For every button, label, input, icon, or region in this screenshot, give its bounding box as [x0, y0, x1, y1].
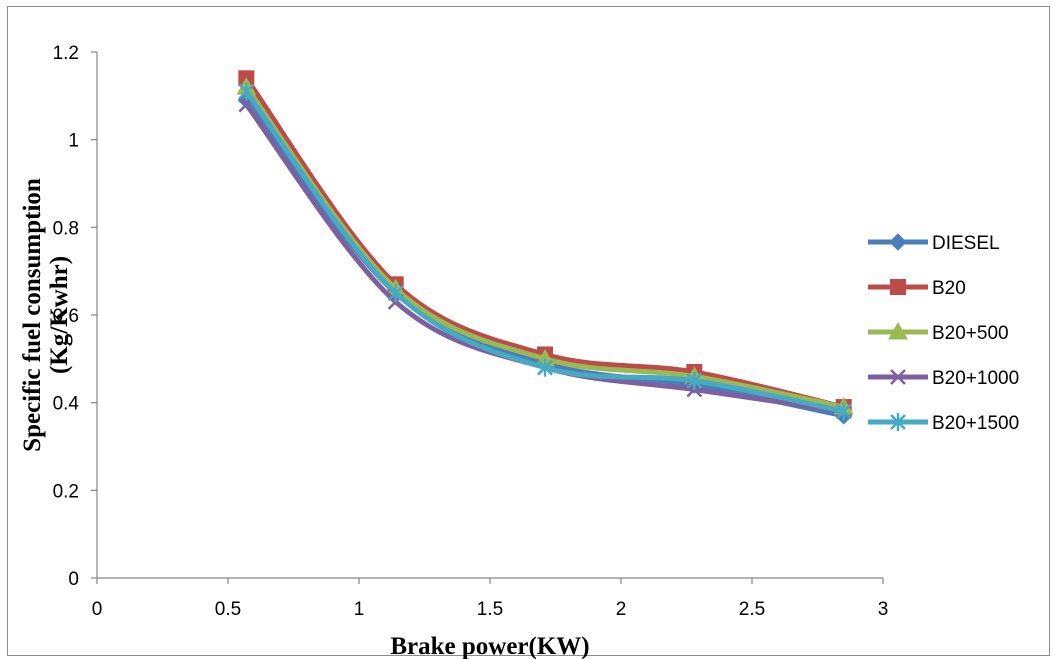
chart-frame — [7, 6, 1050, 656]
x-tick-label: 0 — [92, 599, 103, 620]
data-point — [537, 358, 553, 377]
legend-marker — [890, 413, 906, 431]
series-layer — [236, 70, 854, 425]
y-tick-label: 0.8 — [53, 218, 79, 239]
y-tick-label: 1 — [68, 131, 79, 152]
legend-item: DIESEL — [868, 233, 1000, 254]
legend-marker — [889, 233, 907, 251]
y-axis-title-line1: Specific fuel consumption — [19, 178, 46, 452]
y-tick-label: 0.6 — [53, 306, 79, 327]
y-axis-title-line2: (Kg/Kwhr) — [46, 256, 73, 374]
data-point — [387, 284, 404, 303]
legend-label: B20+500 — [932, 323, 1009, 344]
legend-item: B20+500 — [868, 321, 1009, 344]
data-point — [686, 371, 703, 390]
legend-item: B20 — [868, 278, 966, 299]
legend-label: DIESEL — [932, 233, 1000, 254]
data-point — [835, 402, 852, 421]
x-tick-label: 1 — [354, 599, 365, 620]
axes: 0 0.2 0.4 0.6 0.8 1 1.2 0 0.5 1 1.5 2 2.5 3 — [53, 43, 889, 620]
legend-marker — [890, 369, 906, 385]
legend-label: B20+1000 — [932, 368, 1019, 389]
x-tick-label: 0.5 — [215, 599, 241, 620]
legend-item: B20+1500 — [868, 413, 1019, 434]
series-line — [244, 89, 845, 414]
y-axis-title-group: Specific fuel consumption (Kg/Kwhr) — [19, 178, 73, 452]
legend-label: B20 — [932, 278, 966, 299]
x-tick-label: 2 — [616, 599, 627, 620]
y-tick-label: 0.4 — [53, 394, 80, 415]
legend-marker — [888, 321, 908, 340]
y-tick-label: 1.2 — [53, 43, 79, 64]
x-tick-label: 3 — [878, 599, 889, 620]
legend: DIESEL B20 B20+500 B20+1000 B20+1500 — [868, 233, 1019, 434]
x-tick-label: 1.5 — [477, 599, 503, 620]
legend-marker — [890, 279, 906, 295]
data-point — [238, 82, 255, 101]
series-line — [244, 76, 845, 410]
y-tick-label: 0 — [68, 569, 79, 590]
x-tick-label: 2.5 — [739, 599, 765, 620]
y-tick-label: 0.2 — [53, 481, 79, 502]
x-axis-title: Brake power(KW) — [390, 633, 589, 659]
series-b20-1500 — [238, 82, 852, 421]
legend-item: B20+1000 — [868, 368, 1019, 389]
legend-label: B20+1500 — [932, 413, 1019, 434]
